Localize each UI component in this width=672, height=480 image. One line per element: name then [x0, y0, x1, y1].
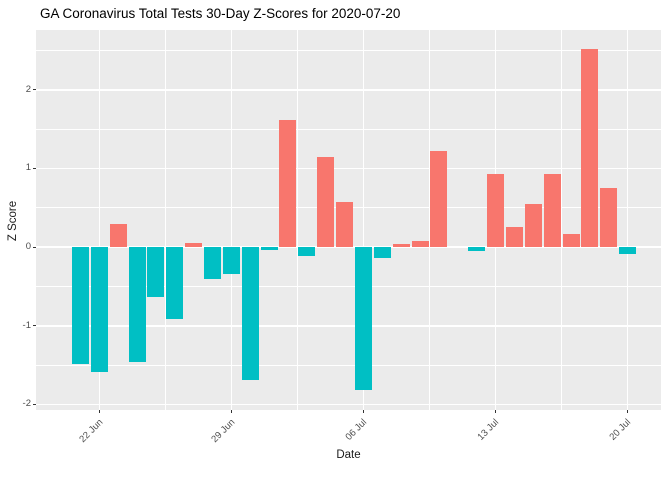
bar-negative [298, 247, 316, 256]
x-axis-title: Date [336, 449, 361, 461]
gridline-x-major [626, 30, 629, 410]
bar-positive [430, 151, 448, 248]
gridline-x-major [230, 30, 233, 410]
x-tick-mark [495, 410, 497, 413]
bar-positive [411, 240, 429, 248]
bar-negative [373, 247, 391, 259]
plot-panel [36, 30, 661, 410]
y-tick-label: 2 [25, 83, 31, 95]
bar-positive [392, 243, 410, 248]
bar-negative [619, 247, 637, 255]
gridline-y-major [36, 167, 661, 170]
y-axis-title: Z Score [7, 200, 19, 242]
gridline-y-minor [36, 364, 661, 366]
bar-negative [203, 247, 221, 280]
gridline-x-minor [561, 30, 563, 410]
gridline-y-major [36, 325, 661, 327]
x-tick-mark [230, 410, 232, 413]
gridline-x-major [362, 30, 365, 410]
x-tick-mark [627, 410, 629, 413]
y-tick-label: 0 [25, 241, 31, 253]
gridline-x-minor [428, 30, 430, 410]
gridline-y-major [36, 246, 661, 248]
bar-positive [581, 48, 599, 248]
bar-positive [336, 201, 354, 248]
x-tick-label: 13 Jul [475, 417, 502, 443]
y-tick-label: -1 [22, 319, 31, 331]
y-tick-mark [33, 89, 36, 91]
bar-positive [109, 223, 127, 248]
gridline-y-major [36, 89, 661, 91]
gridline-x-major [98, 30, 101, 410]
gridline-y-minor [36, 285, 661, 287]
gridline-x-minor [296, 30, 298, 410]
bar-negative [90, 247, 108, 373]
bar-positive [524, 203, 542, 248]
y-tick-mark [33, 403, 36, 405]
bar-positive [562, 233, 580, 248]
bar-negative [468, 247, 486, 252]
x-tick-label: 29 Jun [209, 417, 238, 445]
bar-positive [505, 226, 523, 248]
bar-positive [543, 173, 561, 248]
gridline-y-major [36, 403, 661, 406]
x-tick-mark [98, 410, 100, 413]
bar-negative [241, 247, 259, 381]
x-tick-label: 22 Jun [77, 417, 106, 445]
chart-title: GA Coronavirus Total Tests 30-Day Z-Scor… [40, 6, 401, 21]
bar-negative [147, 247, 165, 297]
bar-positive [185, 243, 203, 248]
bar-negative [128, 247, 146, 362]
y-tick-mark [33, 246, 36, 248]
x-tick-label: 06 Jul [343, 417, 370, 443]
bar-positive [279, 120, 297, 248]
bar-negative [354, 247, 372, 390]
gridline-x-minor [164, 30, 166, 410]
x-tick-label: 20 Jul [607, 417, 634, 443]
bar-positive [317, 156, 335, 248]
bar-negative [260, 247, 278, 250]
gridline-y-minor [36, 49, 661, 51]
y-tick-mark [33, 325, 36, 327]
bar-positive [487, 173, 505, 248]
bar-positive [600, 188, 618, 248]
y-tick-mark [33, 167, 36, 169]
gridline-y-minor [36, 128, 661, 130]
bar-negative [222, 247, 240, 274]
y-tick-label: -2 [22, 398, 31, 410]
bar-negative [71, 247, 89, 364]
y-tick-label: 1 [25, 162, 31, 174]
bar-negative [166, 247, 184, 319]
x-tick-mark [362, 410, 364, 413]
